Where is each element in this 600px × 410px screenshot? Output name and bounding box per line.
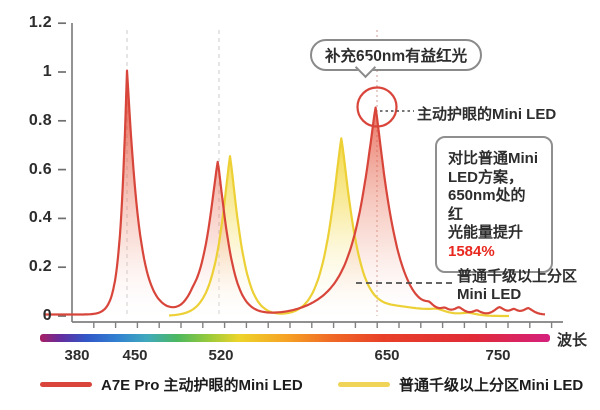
legend-label-normal: 普通千级以上分区Mini LED — [399, 377, 584, 394]
y-axis-label-0.4: 0.4 — [28, 209, 52, 227]
normal-miniled-area — [169, 138, 509, 316]
x-axis-label-450: 450 — [122, 347, 148, 364]
y-axis-label-0.6: 0.6 — [28, 160, 52, 178]
x-axis-label-750: 750 — [485, 347, 511, 364]
a7e-pro-curve — [43, 69, 546, 316]
infobox-line-1: 对比普通Mini — [448, 150, 538, 167]
active-miniled-label: 主动护眼的Mini LED — [417, 106, 557, 123]
wavelength-spectrum-bar — [40, 334, 550, 342]
x-axis-label-650: 650 — [374, 347, 400, 364]
infobox-line-3: 650nm处的红 — [448, 187, 526, 223]
normal-miniled-label: 普通千级以上分区 Mini LED — [457, 268, 577, 303]
normal-miniled-label-line1: 普通千级以上分区 — [457, 268, 578, 285]
axes — [71, 23, 563, 323]
y-axis-label-1: 1 — [42, 63, 52, 80]
x-axis-title: 波长 — [557, 332, 588, 349]
infobox-line-4: 光能量提升 — [448, 224, 524, 242]
infobox-line-2: LED方案， — [448, 168, 524, 186]
legend-swatch-red — [40, 382, 92, 387]
x-axis-label-520: 520 — [208, 347, 234, 364]
infobox-highlight-value: 1584% — [448, 242, 495, 260]
legend-item-normal: 普通千级以上分区Mini LED — [338, 374, 583, 395]
axis-ticks — [58, 22, 553, 328]
legend-item-a7e-pro: A7E Pro 主动护眼的Mini LED — [40, 374, 303, 395]
x-axis-label-380: 380 — [64, 347, 90, 364]
y-axis-label-1.2: 1.2 — [28, 14, 52, 32]
650nm-highlight-circle — [356, 86, 398, 128]
legend-label-a7e-pro: A7E Pro 主动护眼的Mini LED — [101, 377, 303, 394]
legend: A7E Pro 主动护眼的Mini LED 普通千级以上分区Mini LED — [0, 374, 600, 398]
normal-miniled-curve — [169, 137, 509, 318]
comparison-infobox: 对比普通Mini LED方案， 650nm处的红 光能量提升 1584% — [435, 136, 553, 273]
y-axis-label-0.2: 0.2 — [28, 258, 52, 276]
legend-swatch-yellow — [338, 382, 390, 387]
y-axis-label-0.8: 0.8 — [28, 111, 52, 129]
normal-miniled-label-line2: Mini LED — [457, 285, 522, 303]
callout-bubble: 补充650nm有益红光 — [310, 39, 483, 71]
y-axis-label-0: 0 — [42, 307, 52, 324]
callout-bubble-text: 补充650nm有益红光 — [325, 48, 468, 65]
